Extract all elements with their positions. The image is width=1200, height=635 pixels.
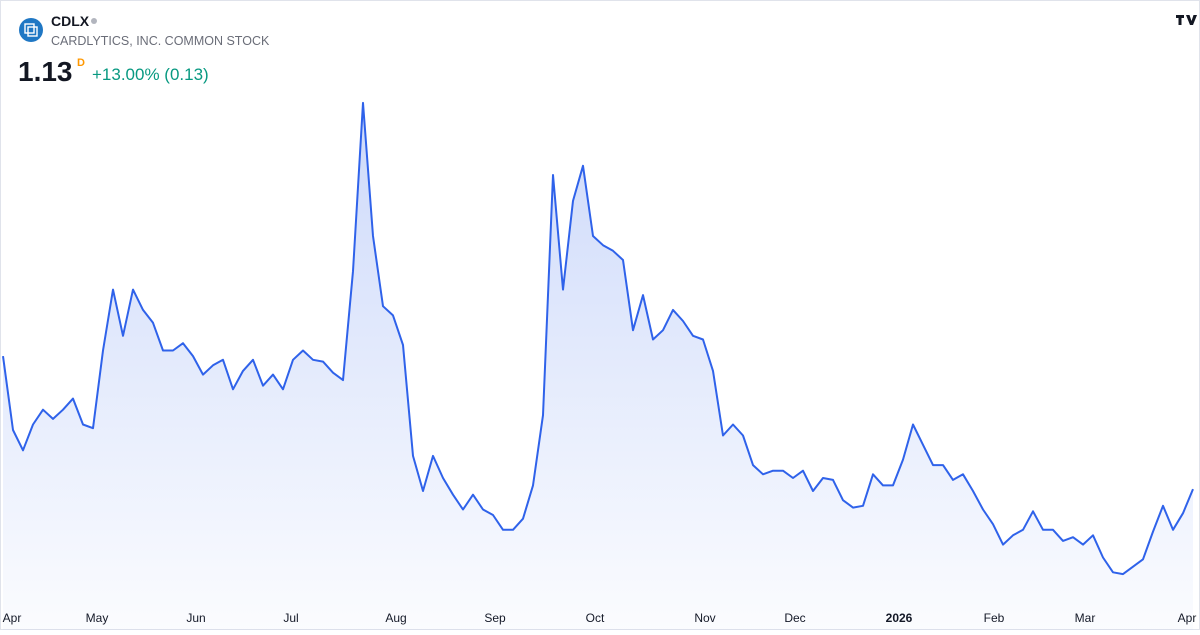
status-dot — [91, 18, 97, 24]
symbol-logo — [19, 18, 43, 42]
logo-bg — [1170, 6, 1198, 34]
area-fill — [3, 102, 1193, 630]
logo-mark — [1176, 15, 1197, 25]
tradingview-logo[interactable] — [1170, 6, 1198, 34]
plot: AprMayJunJulAugSepOctNovDec2026FebMarApr — [2, 101, 1196, 630]
logo-square — [27, 26, 38, 37]
price-change: +13.00% (0.13) — [92, 65, 209, 84]
company-name: CARDLYTICS, INC. COMMON STOCK — [51, 34, 270, 48]
interval: D — [77, 57, 85, 69]
price-line — [2, 101, 1194, 576]
price: 1.13 — [18, 56, 73, 87]
symbol: CDLX — [51, 13, 90, 29]
logo-square — [24, 23, 35, 34]
